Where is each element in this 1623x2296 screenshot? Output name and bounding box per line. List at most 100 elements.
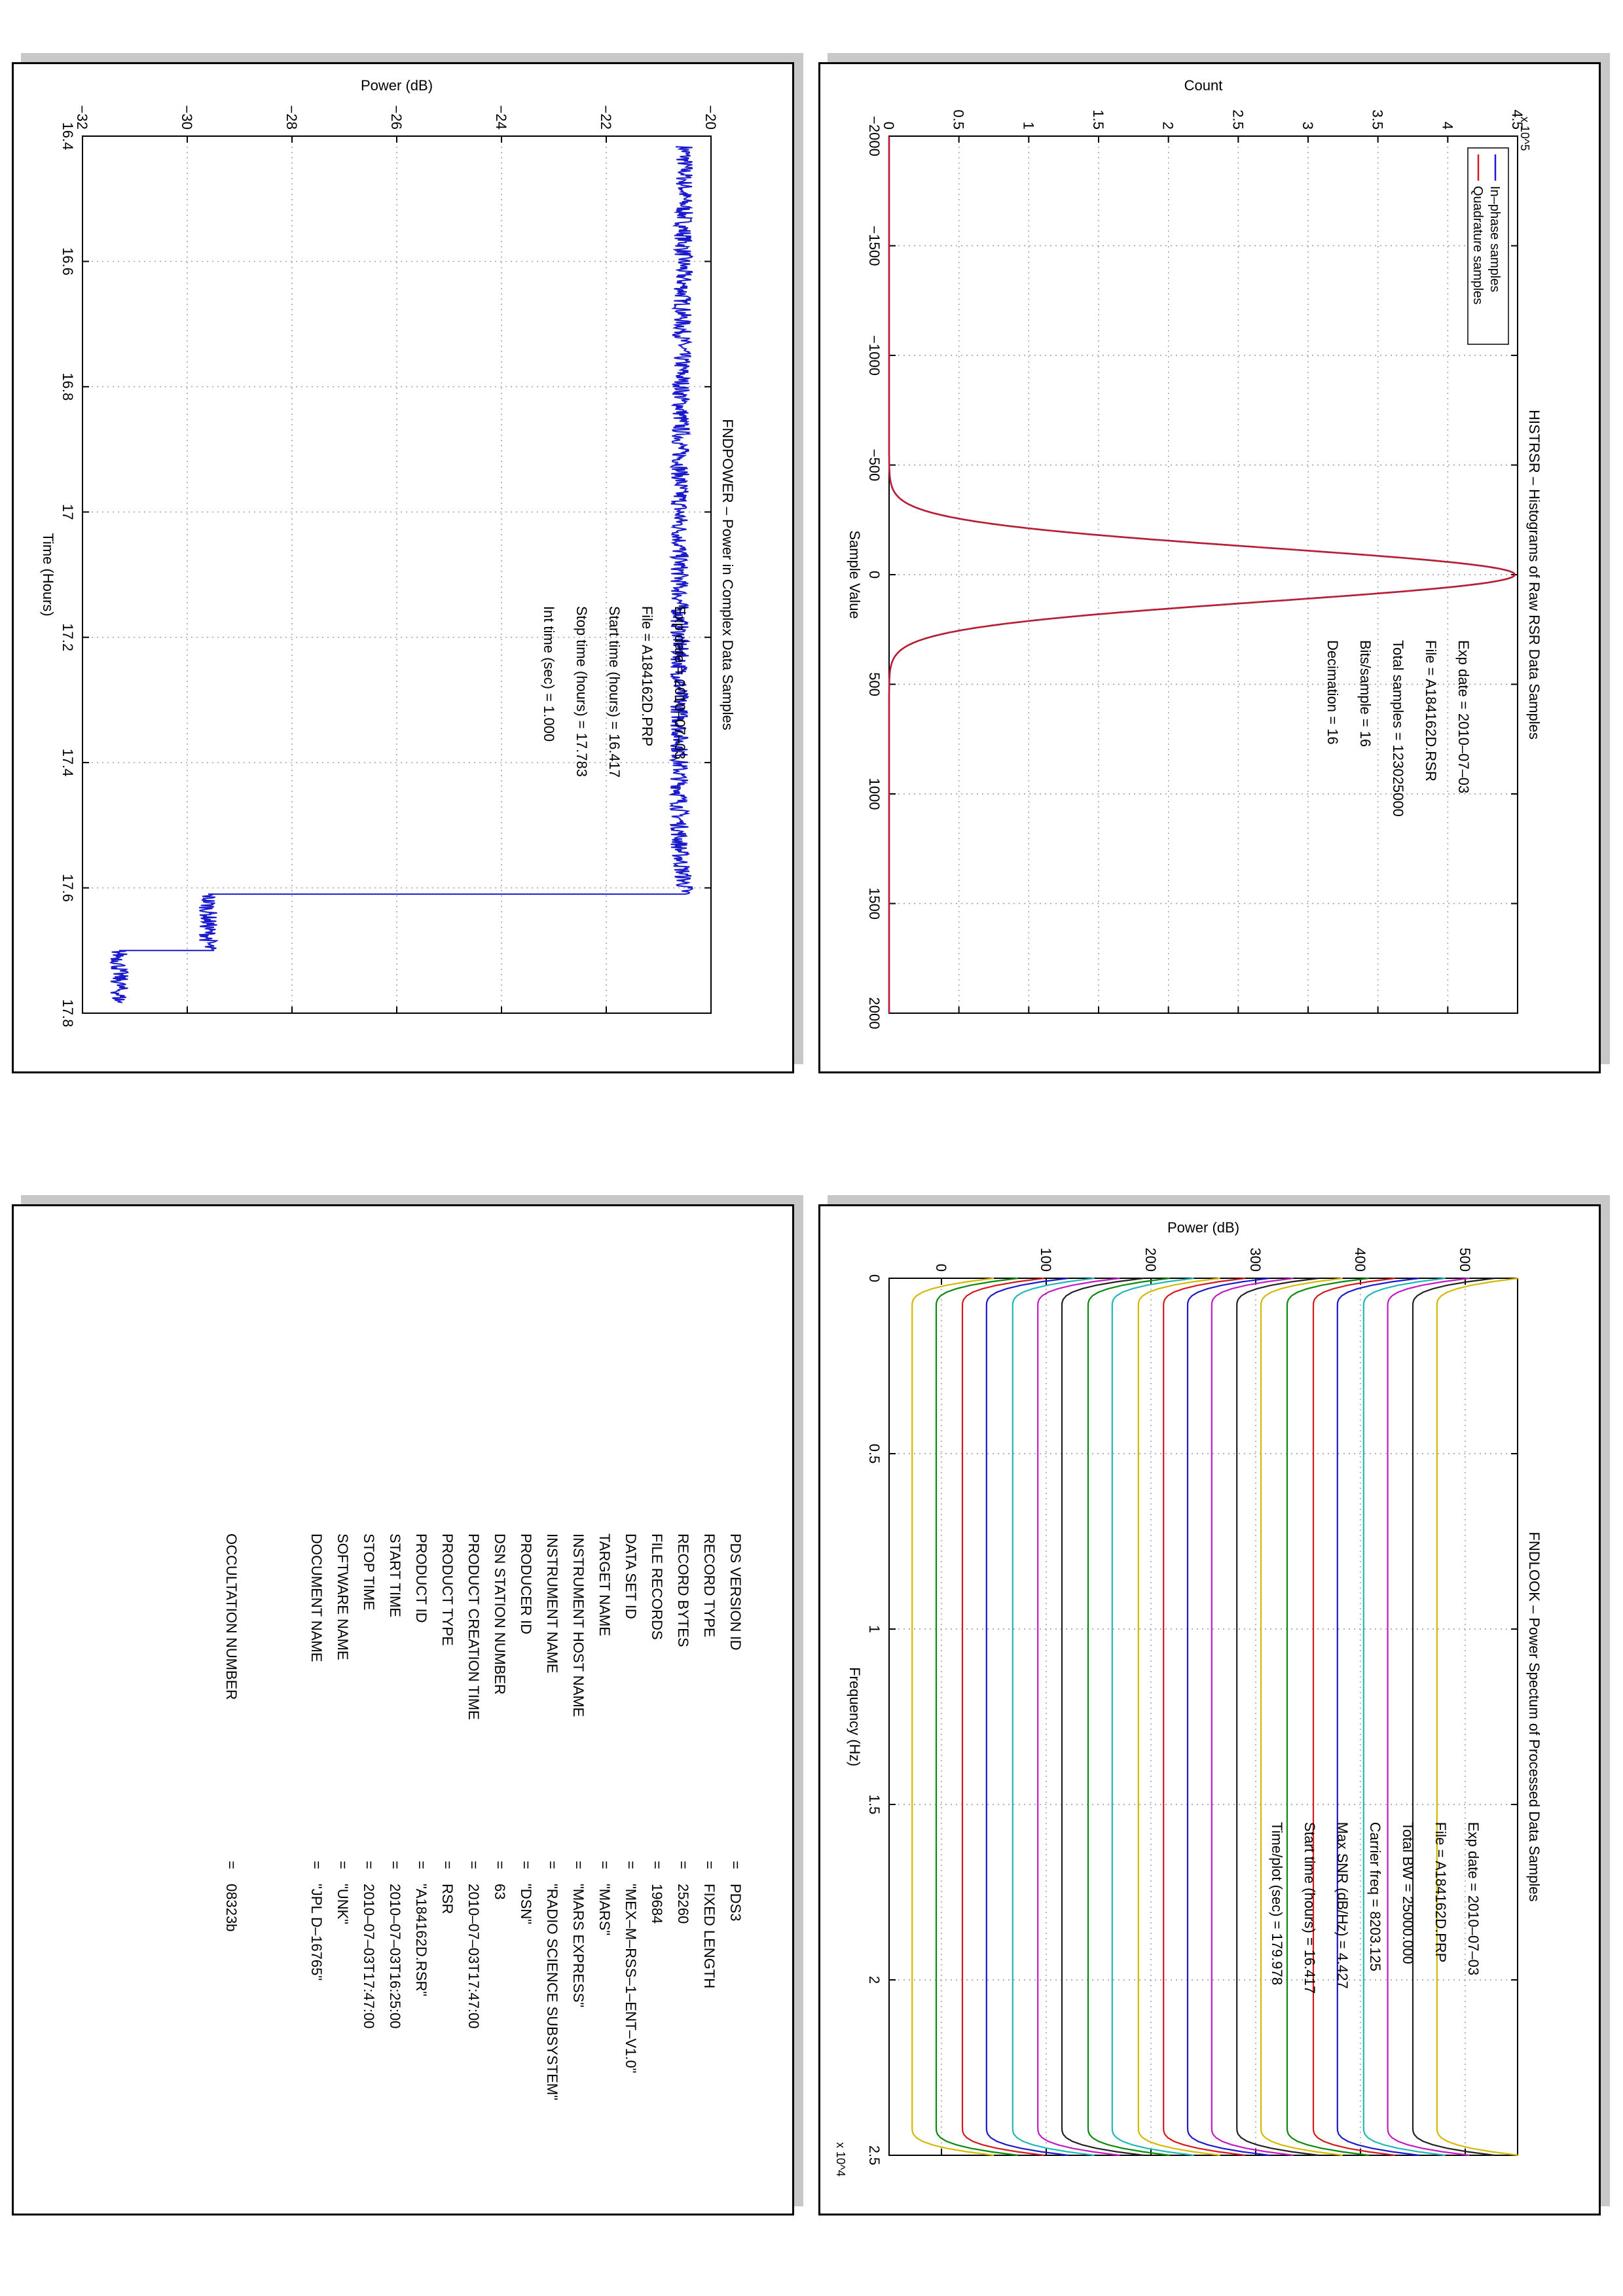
label-value: PDS3 [727, 1884, 744, 1922]
label-equals: = [623, 1861, 639, 1869]
x-tick-label: 1 [866, 1625, 883, 1633]
chart-frame: −2000 −1500 −1000 −500 0 500 1000 1500 2000 0 0.5 1… [847, 77, 1542, 1029]
x-tick-label: 17.8 [60, 999, 76, 1028]
x-tick-label: 0 [866, 1274, 883, 1282]
annotation-line: Exp date = 2010–07–03 [672, 606, 688, 759]
spectrum-series-line [1436, 1277, 1519, 2157]
label-value: FIXED LENGTH [701, 1884, 718, 1989]
spectrum-series-line [1137, 1277, 1220, 2157]
x-tick-label: 2000 [866, 997, 883, 1030]
label-equals: = [387, 1861, 403, 1869]
annotation-line: Start time (hours) = 16.417 [606, 606, 623, 778]
annotation-line: Bits/sample = 16 [1357, 640, 1374, 747]
label-value: "DSN" [518, 1884, 534, 1925]
spectrum-series-line [1412, 1277, 1495, 2157]
label-key: PRODUCT TYPE [439, 1534, 456, 1646]
label-equals: = [544, 1861, 560, 1869]
label-key: OCCULTATION NUMBER [223, 1534, 240, 1700]
annotation-line: Max SNR (dB/Hz) = 4.427 [1334, 1822, 1351, 1989]
label-equals: = [518, 1861, 534, 1869]
y-tick-label: 2 [1160, 122, 1176, 130]
x-tick-label: 2 [866, 1976, 883, 1984]
y-tick-label: 500 [1457, 1247, 1473, 1272]
label-key: DSN STATION NUMBER [492, 1534, 508, 1695]
label-key: PRODUCT CREATION TIME [465, 1534, 482, 1720]
label-value: 2010–07–03T17:47:00 [361, 1884, 377, 2029]
label-equals: = [675, 1861, 691, 1869]
x-tick-label: 1000 [866, 778, 883, 810]
spectrum-series-line [1236, 1277, 1319, 2157]
spectrum-series-line [1061, 1277, 1144, 2157]
label-value: "MARS" [596, 1884, 613, 1936]
legend-box [1467, 147, 1509, 345]
y-tick-label: 4 [1439, 122, 1455, 130]
label-key: SOFTWARE NAME [335, 1534, 351, 1660]
spectrum-series-line [1211, 1277, 1294, 2157]
y-tick-label: 1.5 [1090, 109, 1106, 130]
power-chart: 16.4 16.6 16.8 17 17.2 17.4 17.6 17.8 −32 −30 −28 −… [40, 77, 736, 1027]
spectrum-series-line [1111, 1277, 1194, 2157]
x-tick-label: 16.6 [60, 247, 76, 276]
x-axis-label: Sample Value [847, 530, 863, 619]
label-key: START TIME [387, 1534, 403, 1617]
label-value: "MEX–M–RSS–1–ENT–V1.0" [623, 1884, 639, 2073]
y-axis-label: Power (dB) [1167, 1219, 1239, 1236]
x-tick-label: −1000 [866, 335, 883, 376]
annotation-line: Total samples = 123025000 [1390, 640, 1406, 817]
spectrum-series-line [1312, 1277, 1395, 2157]
x-tick-label: 16.8 [60, 372, 76, 401]
histogram-panel: −2000 −1500 −1000 −500 0 500 1000 1500 2000 0 0.5 1… [818, 62, 1601, 1073]
label-key: INSTRUMENT HOST NAME [570, 1534, 587, 1717]
label-equals: = [701, 1861, 718, 1869]
pds-label-panel: PDS VERSION ID = PDS3 RECORD TYPE = FIXED LEN… [12, 1204, 794, 2215]
pds-label-block: PDS VERSION ID = PDS3 RECORD TYPE = FIXED LEN… [14, 1206, 792, 2214]
spectrum-series-line [935, 1277, 1018, 2157]
label-equals: = [308, 1861, 325, 1869]
x-tick-label: 17.6 [60, 874, 76, 902]
y-tick-label: 400 [1352, 1247, 1368, 1272]
plot-area [889, 1278, 1518, 2155]
x-tick-label: 2.5 [866, 2145, 883, 2166]
label-value: 2010–07–03T17:47:00 [465, 1884, 482, 2029]
y-tick-label: −20 [702, 105, 719, 130]
label-value: "UNK" [335, 1884, 351, 1925]
annotation-line: Total BW = 25000.000 [1400, 1822, 1416, 1964]
spectrum-chart: 0 0.5 1 1.5 2 2.5 0 100 200 300 400 500 FNDLOOK – Po… [834, 1219, 1542, 2176]
x-tick-label: 1500 [866, 888, 883, 920]
spectrum-series-line [961, 1277, 1044, 2157]
y-tick-label: 2.5 [1230, 109, 1246, 130]
x-tick-label: 17 [60, 504, 76, 520]
label-key: RECORD TYPE [701, 1534, 718, 1638]
spectrum-series-line [1087, 1277, 1170, 2157]
chart-frame: 16.4 16.6 16.8 17 17.2 17.4 17.6 17.8 −32 −30 −28 −… [40, 77, 736, 1027]
y-tick-label: −30 [179, 105, 195, 130]
y-tick-label: 0 [933, 1264, 949, 1272]
annotation-line: Carrier freq = 8203.125 [1367, 1822, 1383, 1971]
spectrum-series-line [1336, 1277, 1419, 2157]
chart-title: FNDPOWER – Power in Complex Data Samples [720, 419, 736, 730]
y-tick-label: 300 [1247, 1247, 1264, 1272]
x-tick-label: 17.2 [60, 623, 76, 651]
chart-title: HISTRSR – Histograms of Raw RSR Data Sam… [1526, 410, 1542, 740]
y-tick-label: 100 [1038, 1247, 1054, 1272]
label-key: PRODUCT ID [413, 1534, 429, 1623]
y-tick-label: 3 [1300, 122, 1316, 130]
x-tick-label: 1.5 [866, 1795, 883, 1815]
label-value: "RADIO SCIENCE SUBSYSTEM" [544, 1884, 560, 2101]
annotation-line: Time/plot (sec) = 179.978 [1269, 1822, 1285, 1985]
label-key: RECORD BYTES [675, 1534, 691, 1647]
x-tick-label: 0.5 [866, 1444, 883, 1464]
label-key: FILE RECORDS [649, 1534, 665, 1640]
annotation-line: Decimation = 16 [1324, 640, 1341, 745]
label-value: "A184162D.RSR" [413, 1884, 429, 1997]
label-equals: = [492, 1861, 508, 1869]
label-key: DOCUMENT NAME [308, 1534, 325, 1662]
label-value: "MARS EXPRESS" [570, 1884, 587, 2008]
series-line-quadrature [888, 136, 1516, 1013]
y-tick-label: −22 [598, 105, 614, 130]
label-equals: = [596, 1861, 613, 1869]
spectrum-series-line [1387, 1277, 1470, 2157]
label-key: STOP TIME [361, 1534, 377, 1611]
spectrum-series-line [985, 1277, 1068, 2157]
y-tick-label: 200 [1142, 1247, 1159, 1272]
